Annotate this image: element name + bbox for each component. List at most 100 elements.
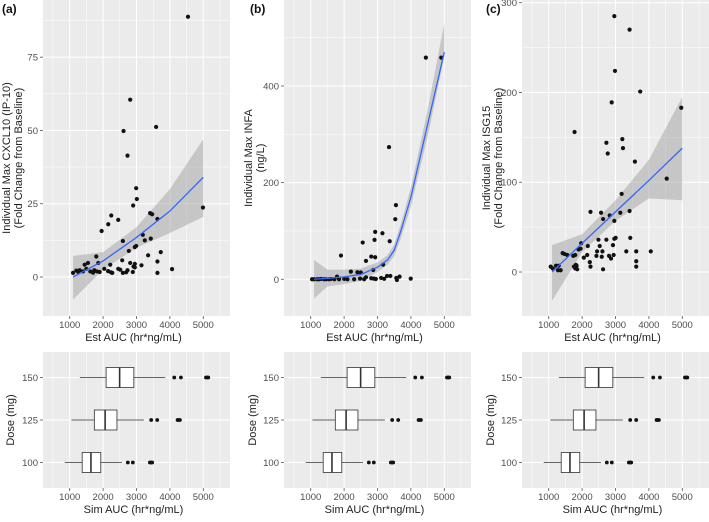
x-tick-label: 1000 bbox=[538, 320, 559, 331]
data-point bbox=[638, 89, 643, 94]
x-axis-title: Est AUC (hr*ng/mL) bbox=[564, 332, 661, 344]
data-point bbox=[70, 270, 76, 276]
data-point bbox=[139, 263, 144, 268]
data-point bbox=[613, 235, 618, 240]
outlier-point bbox=[391, 460, 396, 465]
x-tick-label: 1000 bbox=[538, 492, 559, 503]
outlier-point bbox=[419, 418, 423, 422]
data-point bbox=[148, 236, 153, 241]
data-point bbox=[588, 264, 593, 269]
data-point bbox=[94, 254, 99, 259]
x-tick-label: 5000 bbox=[193, 492, 214, 503]
data-point bbox=[342, 276, 347, 282]
data-point bbox=[612, 218, 617, 223]
data-point bbox=[134, 243, 139, 249]
data-point bbox=[598, 210, 604, 215]
data-point bbox=[75, 269, 81, 274]
y-axis-title: Individual Max ISG15 bbox=[481, 106, 493, 211]
x-tick-label: 5000 bbox=[434, 320, 455, 331]
outlier-point bbox=[609, 460, 614, 465]
y-axis-title-line2: (ng/L) bbox=[255, 144, 267, 173]
y-tick-label: 150 bbox=[501, 373, 517, 384]
x-tick-label: 3000 bbox=[367, 320, 388, 331]
fit-line bbox=[72, 176, 204, 278]
data-point bbox=[154, 124, 159, 130]
outlier-point bbox=[390, 418, 395, 422]
y-tick-label: 150 bbox=[263, 373, 279, 384]
confidence-band bbox=[552, 96, 683, 301]
data-point bbox=[373, 276, 378, 282]
outlier-point bbox=[413, 375, 418, 380]
x-tick-label: 2000 bbox=[334, 320, 355, 331]
data-point bbox=[612, 14, 617, 19]
data-point bbox=[372, 237, 377, 242]
data-point bbox=[360, 240, 365, 245]
x-axis-title: Sim AUC (hr*ng/mL) bbox=[84, 504, 184, 516]
y-axis-title: Dose (mg) bbox=[5, 394, 17, 445]
data-point bbox=[99, 228, 104, 234]
outlier-point bbox=[651, 375, 656, 380]
fit-line bbox=[551, 147, 683, 273]
data-point bbox=[120, 270, 125, 276]
data-point bbox=[634, 264, 639, 269]
data-point bbox=[588, 209, 593, 214]
data-point bbox=[85, 260, 91, 266]
data-point bbox=[594, 253, 599, 258]
panel-label-c: (c) bbox=[486, 2, 501, 16]
y-axis-title-line2: (Fold Change from Baseline) bbox=[493, 88, 505, 229]
x-tick-label: 1000 bbox=[300, 492, 321, 503]
x-tick-label: 4000 bbox=[159, 492, 180, 503]
outlier-point bbox=[206, 375, 211, 380]
data-point bbox=[169, 266, 175, 272]
data-point bbox=[380, 231, 385, 236]
data-point bbox=[597, 243, 602, 249]
data-point bbox=[600, 216, 606, 222]
data-point bbox=[581, 255, 586, 260]
data-point bbox=[393, 203, 399, 208]
data-point bbox=[345, 277, 350, 282]
y-tick-label: 100 bbox=[501, 458, 517, 469]
outlier-point bbox=[685, 375, 690, 380]
outlier-point bbox=[420, 375, 424, 380]
x-tick-label: 5000 bbox=[672, 320, 693, 331]
data-point bbox=[102, 266, 107, 271]
data-point bbox=[128, 97, 133, 102]
data-point bbox=[352, 277, 357, 282]
outlier-point bbox=[155, 418, 160, 422]
panel-label-b: (b) bbox=[250, 2, 265, 16]
data-point bbox=[548, 264, 553, 269]
outlier-point bbox=[125, 460, 130, 465]
data-point bbox=[611, 252, 616, 258]
data-point bbox=[106, 222, 111, 227]
outlier-point bbox=[172, 375, 177, 380]
data-point bbox=[373, 255, 378, 260]
y-tick-label: 0 bbox=[512, 268, 517, 279]
data-point bbox=[116, 217, 121, 222]
data-point bbox=[596, 237, 601, 242]
data-point bbox=[386, 144, 392, 150]
data-point bbox=[150, 212, 155, 217]
y-tick-label: 150 bbox=[22, 373, 38, 384]
data-point bbox=[571, 253, 576, 258]
data-point bbox=[155, 259, 160, 264]
x-tick-label: 5000 bbox=[672, 492, 693, 503]
data-point bbox=[158, 249, 163, 255]
y-axis-title: Individual Max INFA bbox=[243, 108, 255, 206]
data-point bbox=[628, 235, 633, 240]
x-tick-label: 4000 bbox=[400, 492, 421, 503]
y-axis-title: Individual Max CXCL10 (IP-10) bbox=[1, 82, 13, 234]
data-point bbox=[373, 229, 378, 234]
data-point bbox=[120, 238, 125, 244]
x-tick-label: 3000 bbox=[126, 320, 147, 331]
data-point bbox=[388, 273, 393, 279]
y-tick-label: 125 bbox=[22, 416, 38, 427]
x-axis-title: Sim AUC (hr*ng/mL) bbox=[325, 504, 425, 516]
data-point bbox=[587, 260, 592, 265]
data-point bbox=[132, 265, 137, 270]
data-point bbox=[394, 277, 400, 283]
data-point bbox=[108, 262, 113, 267]
data-point bbox=[619, 191, 624, 197]
data-point bbox=[609, 100, 614, 105]
data-point bbox=[109, 213, 114, 218]
x-tick-label: 2000 bbox=[572, 320, 593, 331]
